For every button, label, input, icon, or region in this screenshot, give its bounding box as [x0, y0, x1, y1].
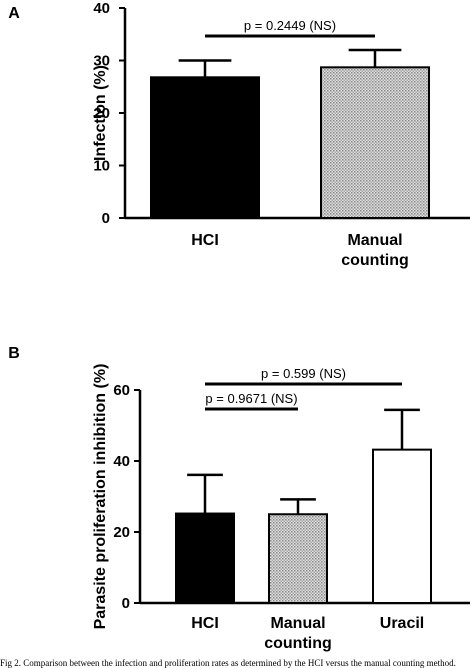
y-tick-label: 40 [113, 453, 130, 470]
panel-a-chart: A 0 10 20 30 40 Infection (%) HCI Manual counting… [8, 0, 470, 269]
comparison-label: p = 0.9671 (NS) [205, 391, 297, 406]
y-tick-label: 30 [93, 53, 110, 70]
figure-caption: Fig 2. Comparison between the infection … [0, 658, 456, 668]
x-tick-label: Manual counting [341, 232, 409, 269]
y-tick-label: 20 [113, 524, 130, 541]
panel-label: A [8, 5, 20, 22]
y-axis-title: Infection (%) [92, 65, 109, 161]
comparison-label: p = 0.2449 (NS) [244, 18, 336, 33]
y-tick-label: 40 [93, 0, 110, 17]
y-tick-label: 0 [102, 210, 110, 227]
panel-label: B [8, 345, 20, 362]
bar [320, 66, 430, 219]
comparison-label: p = 0.599 (NS) [261, 366, 346, 381]
bar [175, 512, 235, 604]
y-tick-label: 10 [93, 158, 110, 175]
x-tick-label: Manual counting [264, 615, 332, 652]
x-tick-label: HCI [191, 615, 219, 632]
bar [372, 448, 432, 605]
x-tick-label: Uracil [380, 615, 424, 632]
y-tick-label: 0 [122, 595, 130, 612]
x-tick-label: HCI [191, 232, 219, 249]
y-tick-label: 60 [113, 382, 130, 399]
y-axis-title: Parasite proliferation inhibition (%) [92, 364, 109, 630]
bar [150, 76, 260, 219]
y-tick-label: 20 [93, 105, 110, 122]
bar [268, 513, 328, 604]
